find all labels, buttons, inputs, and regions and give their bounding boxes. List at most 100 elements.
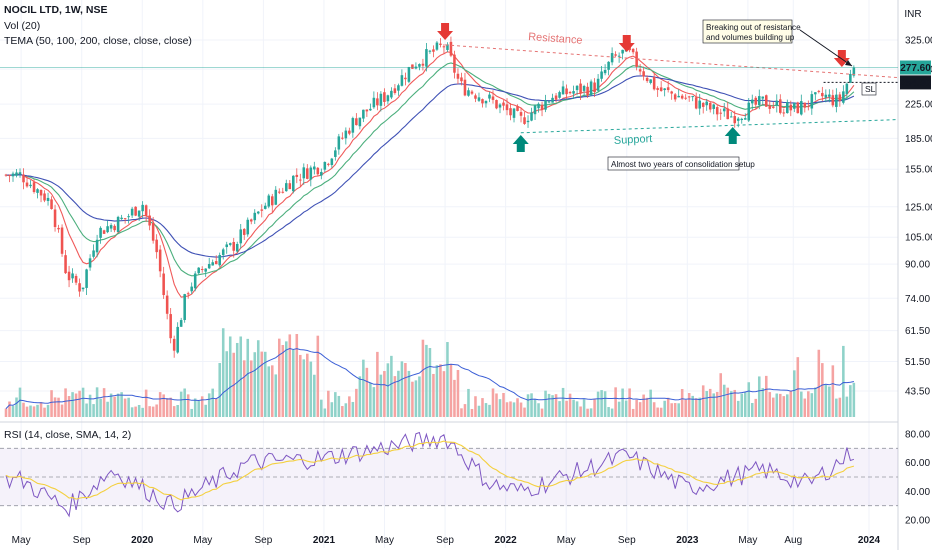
volume-bar xyxy=(404,362,407,417)
volume-bar xyxy=(207,393,211,417)
volume-bar xyxy=(428,348,432,417)
volume-bar xyxy=(383,371,386,417)
candle-body xyxy=(719,112,723,114)
candle-body xyxy=(102,230,106,234)
volume-bar xyxy=(344,403,348,417)
candle-body xyxy=(842,91,845,103)
volume-bar xyxy=(144,389,148,417)
time-tick-label: 2022 xyxy=(495,535,518,546)
rsi-tick-label: 40.00 xyxy=(905,487,930,498)
candle-body xyxy=(134,206,137,216)
candle-body xyxy=(446,44,449,50)
time-tick-label: 2020 xyxy=(131,535,154,546)
candle-body xyxy=(57,227,60,230)
volume-bar xyxy=(589,408,593,417)
candle-body xyxy=(502,102,505,106)
candle-body xyxy=(50,199,53,210)
candle-body xyxy=(453,54,456,73)
candle-body xyxy=(71,273,74,279)
candle-body xyxy=(803,102,807,108)
candle-body xyxy=(270,196,274,206)
candle-body xyxy=(277,191,281,193)
candle-body xyxy=(74,275,78,283)
candle-body xyxy=(481,99,484,104)
volume-bar xyxy=(449,363,453,417)
volume-bar xyxy=(540,408,544,417)
volume-bar xyxy=(779,393,782,417)
price-tick-label: 74.00 xyxy=(905,294,930,305)
volume-bar xyxy=(768,392,772,417)
candle-body xyxy=(512,108,516,118)
volume-bar xyxy=(155,404,158,417)
candle-body xyxy=(418,64,421,67)
volume-bar xyxy=(113,396,116,417)
volume-bar xyxy=(116,393,120,417)
volume-bar xyxy=(43,407,46,417)
candle-body xyxy=(242,228,246,235)
rsi-ma-line xyxy=(5,440,855,501)
candle-body xyxy=(183,294,186,320)
candle-body xyxy=(673,94,677,100)
candle-body xyxy=(649,79,652,83)
candle-body xyxy=(498,104,502,108)
volume-bar xyxy=(561,387,565,417)
volume-bar xyxy=(502,392,505,417)
volume-bar xyxy=(565,400,568,417)
volume-bar xyxy=(256,340,260,417)
volume-bar xyxy=(263,351,267,417)
candle-body xyxy=(747,102,751,121)
breakout-label-line2: and volumes building up xyxy=(706,33,795,42)
candle-body xyxy=(516,106,519,111)
volume-bar xyxy=(200,396,204,417)
volume-bar xyxy=(747,382,751,417)
sl-price-badge: 254.90 xyxy=(900,78,931,89)
candle-body xyxy=(225,244,229,248)
volume-bar xyxy=(807,391,810,417)
candle-body xyxy=(779,99,782,113)
volume-bar xyxy=(736,400,740,417)
candle-body xyxy=(484,100,488,104)
volume-bar xyxy=(358,376,362,417)
candle-body xyxy=(495,100,498,109)
volume-bar xyxy=(253,352,257,417)
candle-body xyxy=(617,55,621,57)
volume-bar xyxy=(249,360,253,417)
volume-bar xyxy=(852,382,856,417)
volume-bar xyxy=(554,394,558,417)
candle-body xyxy=(344,130,348,139)
volume-bar xyxy=(425,344,428,417)
candle-body xyxy=(596,78,600,91)
volume-bar xyxy=(421,339,425,417)
volume-bar xyxy=(190,408,193,417)
candle-body xyxy=(824,94,828,98)
candle-body xyxy=(530,112,533,121)
volume-bar xyxy=(127,397,130,417)
candle-body xyxy=(260,209,264,211)
volume-bar xyxy=(221,328,225,417)
volume-bar xyxy=(477,405,481,417)
volume-bar xyxy=(558,401,561,417)
candle-body xyxy=(120,217,123,220)
volume-bar xyxy=(733,389,737,417)
volume-bar xyxy=(835,398,838,417)
volume-bar xyxy=(708,388,712,417)
candle-body xyxy=(32,182,36,192)
volume-bar xyxy=(803,398,807,417)
candle-body xyxy=(691,96,694,98)
candle-body xyxy=(228,243,232,245)
volume-bar xyxy=(292,349,295,417)
candle-body xyxy=(246,219,250,235)
volume-bar xyxy=(442,371,446,417)
volume-bar xyxy=(575,401,579,417)
volume-bar xyxy=(586,408,589,417)
candle-body xyxy=(593,82,596,92)
breakout-pointer-head xyxy=(845,60,852,66)
candle-body xyxy=(467,90,470,96)
volume-bar xyxy=(50,390,53,417)
candle-body xyxy=(705,101,708,106)
candle-body xyxy=(814,92,817,95)
candle-body xyxy=(369,108,372,111)
candle-body xyxy=(390,90,393,98)
